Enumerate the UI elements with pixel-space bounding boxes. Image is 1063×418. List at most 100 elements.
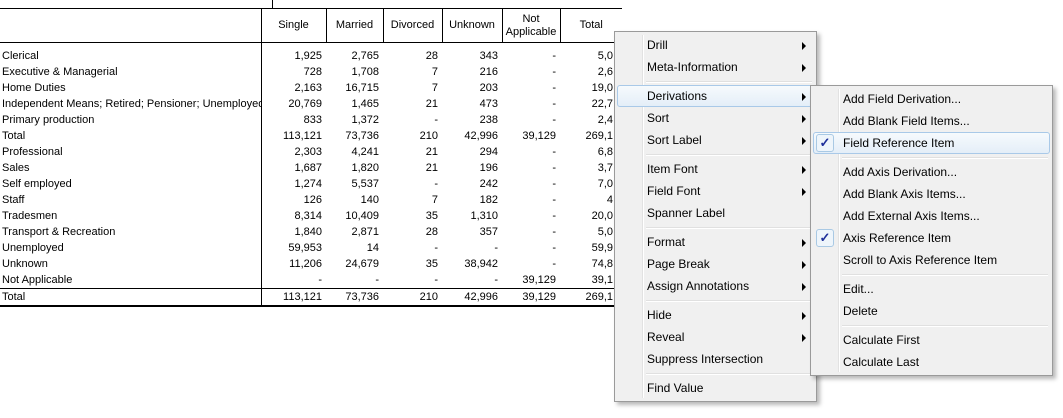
menu-item-reveal[interactable]: Reveal (617, 326, 814, 348)
menu-item-axis-reference-item[interactable]: ✓ Axis Reference Item (813, 227, 1050, 249)
table-cell[interactable]: 2,163 (294, 82, 322, 94)
menu-item-drill[interactable]: Drill (617, 34, 814, 56)
table-cell[interactable]: 21 (425, 146, 438, 158)
table-cell[interactable]: 16,715 (345, 82, 379, 94)
menu-item-page-break[interactable]: Page Break (617, 253, 814, 275)
table-cell[interactable]: 22,7 (591, 98, 613, 110)
menu-item-meta-information[interactable]: Meta-Information (617, 56, 814, 78)
table-cell[interactable]: 21 (425, 162, 438, 174)
table-cell[interactable]: 113,121 (261, 288, 326, 307)
table-cell[interactable]: 74,8 (591, 258, 613, 270)
table-cell[interactable]: 196 (479, 162, 498, 174)
menu-item-suppress-intersection[interactable]: Suppress Intersection (617, 348, 814, 370)
table-cell[interactable]: - (552, 242, 556, 254)
table-cell[interactable]: - (552, 178, 556, 190)
menu-item-assign-annotations[interactable]: Assign Annotations (617, 275, 814, 297)
table-cell[interactable]: 473 (479, 98, 498, 110)
table-cell[interactable]: 20,769 (288, 98, 322, 110)
table-cell[interactable]: 1,465 (351, 98, 379, 110)
table-cell[interactable]: - (434, 242, 438, 254)
table-cell[interactable]: - (318, 274, 322, 286)
table-cell[interactable]: - (434, 178, 438, 190)
table-cell[interactable]: - (375, 274, 379, 286)
table-cell[interactable]: 2,4 (597, 114, 613, 126)
table-cell[interactable]: 8,314 (294, 210, 322, 222)
column-header-not-applicable[interactable]: Not Applicable (502, 8, 561, 43)
row-label[interactable]: Not Applicable (0, 272, 262, 289)
column-header-unknown[interactable]: Unknown (442, 8, 503, 43)
table-cell[interactable]: 2,765 (351, 50, 379, 62)
table-cell[interactable]: 1,925 (294, 50, 322, 62)
menu-item-add-external-axis-items[interactable]: Add External Axis Items... (813, 205, 1050, 227)
table-cell[interactable]: 3,7 (597, 162, 613, 174)
table-cell[interactable]: - (552, 50, 556, 62)
menu-item-hide[interactable]: Hide (617, 304, 814, 326)
table-cell[interactable]: 1,310 (470, 210, 498, 222)
table-cell[interactable]: 20,0 (591, 210, 613, 222)
table-cell[interactable]: 343 (479, 50, 498, 62)
table-cell[interactable]: - (494, 242, 498, 254)
row-label[interactable]: Tradesmen (0, 208, 262, 224)
row-label[interactable]: Clerical (0, 48, 262, 64)
column-header-married[interactable]: Married (326, 8, 384, 43)
menu-item-delete[interactable]: Delete (813, 300, 1050, 322)
table-cell[interactable]: 5,537 (351, 178, 379, 190)
table-cell[interactable]: 1,840 (294, 226, 322, 238)
table-cell[interactable]: 1,708 (351, 66, 379, 78)
table-cell[interactable]: 1,820 (351, 162, 379, 174)
table-cell[interactable]: 5,0 (597, 226, 613, 238)
table-cell[interactable]: 39,1 (591, 274, 613, 286)
table-cell[interactable]: 11,206 (289, 258, 322, 270)
table-cell[interactable]: 21 (425, 98, 438, 110)
row-label[interactable]: Staff (0, 192, 262, 208)
row-label[interactable]: Transport & Recreation (0, 224, 262, 240)
table-cell[interactable]: 140 (360, 194, 379, 206)
table-cell[interactable]: 216 (479, 66, 498, 78)
menu-item-add-blank-field-items[interactable]: Add Blank Field Items... (813, 110, 1050, 132)
table-cell[interactable]: 35 (425, 258, 438, 270)
menu-item-scroll-to-axis-reference-item[interactable]: Scroll to Axis Reference Item (813, 249, 1050, 271)
row-label[interactable]: Primary production (0, 112, 262, 128)
row-label[interactable]: Unemployed (0, 240, 262, 256)
table-cell[interactable]: 113,121 (283, 130, 322, 142)
menu-item-calculate-last[interactable]: Calculate Last (813, 351, 1050, 373)
table-cell[interactable]: 4,241 (351, 146, 379, 158)
table-cell[interactable]: 59,953 (288, 242, 322, 254)
table-cell[interactable]: 2,871 (351, 226, 379, 238)
table-cell[interactable]: 182 (479, 194, 498, 206)
table-cell[interactable]: - (552, 258, 556, 270)
table-cell[interactable]: 210 (419, 130, 438, 142)
table-cell[interactable]: - (434, 274, 438, 286)
table-cell[interactable]: 203 (479, 82, 498, 94)
table-cell[interactable]: 42,996 (442, 288, 502, 307)
table-cell[interactable]: 4 (606, 194, 613, 206)
table-cell[interactable]: 7 (431, 82, 438, 94)
menu-item-edit[interactable]: Edit... (813, 278, 1050, 300)
table-cell[interactable]: 238 (479, 114, 498, 126)
menu-item-format[interactable]: Format (617, 231, 814, 253)
table-cell[interactable]: 28 (425, 50, 438, 62)
table-cell[interactable]: - (434, 114, 438, 126)
table-cell[interactable]: 210 (383, 288, 442, 307)
row-label[interactable]: Home Duties (0, 80, 262, 96)
table-cell[interactable]: 39,129 (502, 288, 560, 307)
table-cell[interactable]: 2,303 (294, 146, 322, 158)
table-cell[interactable]: 294 (479, 146, 498, 158)
column-header-single[interactable]: Single (261, 8, 327, 43)
menu-item-field-font[interactable]: Field Font (617, 180, 814, 202)
menu-item-derivations[interactable]: Derivations (617, 85, 814, 107)
table-cell[interactable]: 1,687 (294, 162, 322, 174)
table-cell[interactable]: 59,9 (591, 242, 613, 254)
table-cell[interactable]: 6,8 (597, 146, 613, 158)
table-cell[interactable]: 42,996 (464, 130, 498, 142)
table-cell[interactable]: - (552, 82, 556, 94)
table-cell[interactable]: 269,1 (585, 130, 613, 142)
table-cell[interactable]: 7,0 (597, 178, 613, 190)
table-cell[interactable]: 39,129 (522, 130, 556, 142)
table-cell[interactable]: 7 (431, 194, 438, 206)
table-cell[interactable]: 357 (479, 226, 498, 238)
row-label[interactable]: Independent Means; Retired; Pensioner; U… (0, 96, 262, 112)
row-label[interactable]: Total (0, 128, 262, 144)
table-cell[interactable]: 2,6 (597, 66, 613, 78)
table-cell[interactable]: 242 (479, 178, 498, 190)
